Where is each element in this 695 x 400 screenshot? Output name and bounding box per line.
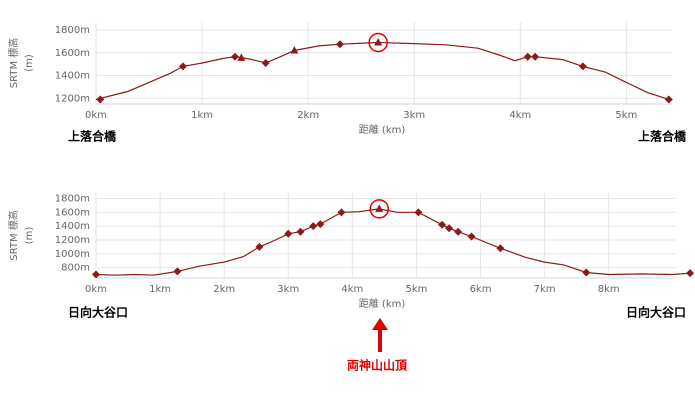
x-tick-label: 0km (85, 110, 107, 121)
y-tick-label: 1600m (55, 207, 90, 218)
x-tick-label: 6km (470, 284, 492, 295)
y-axis-title: SRTM 標高 (7, 210, 20, 260)
waypoint-marker (496, 244, 505, 253)
x-tick-label: 1km (191, 110, 213, 121)
place-label: 両神山山頂 (347, 358, 408, 373)
waypoint-marker (284, 229, 293, 238)
waypoint-marker (686, 269, 695, 278)
x-tick-label: 4km (509, 110, 531, 121)
waypoint-marker (178, 62, 187, 71)
waypoint-marker (467, 232, 476, 241)
x-tick-label: 7km (534, 284, 556, 295)
x-tick-label: 0km (85, 284, 107, 295)
waypoint-marker (374, 38, 383, 46)
waypoint-marker (261, 59, 270, 67)
x-axis-title: 距離 (km) (359, 123, 406, 136)
x-tick-label: 2km (213, 284, 235, 295)
waypoint-marker (290, 45, 299, 54)
place-label: 日向大谷口 (626, 305, 686, 320)
y-tick-label: 1400m (55, 221, 90, 232)
y-tick-label: 1200m (55, 93, 90, 104)
waypoint-marker (237, 53, 246, 61)
y-tick-label: 1800m (55, 25, 90, 36)
waypoint-marker (316, 220, 325, 229)
y-tick-label: 800m (61, 263, 90, 274)
x-tick-label: 2km (297, 110, 319, 121)
y-axis-unit: (m) (24, 54, 35, 72)
y-tick-label: 1000m (55, 249, 90, 260)
waypoint-marker (414, 208, 423, 217)
waypoint-marker (335, 40, 344, 49)
x-tick-label: 1km (149, 284, 171, 295)
place-label: 上落合橋 (68, 129, 117, 144)
y-axis-title: SRTM 標高 (7, 38, 20, 88)
highlight-circle (369, 199, 390, 219)
waypoint-marker (454, 227, 463, 236)
waypoint-marker (531, 52, 540, 61)
waypoint-marker (523, 52, 532, 61)
y-tick-label: 1600m (55, 48, 90, 59)
waypoint-marker (438, 220, 447, 229)
x-tick-label: 3km (277, 284, 299, 295)
x-tick-label: 8km (598, 284, 620, 295)
waypoint-marker (445, 224, 454, 233)
waypoint-marker (296, 227, 305, 236)
waypoint-marker (309, 222, 318, 231)
y-tick-label: 1200m (55, 235, 90, 246)
y-tick-label: 1400m (55, 71, 90, 82)
waypoint-marker (255, 242, 264, 251)
waypoint-marker (173, 267, 182, 276)
waypoint-marker (582, 268, 591, 277)
y-tick-label: 1800m (55, 194, 90, 205)
waypoint-marker (230, 52, 239, 61)
x-tick-label: 5km (615, 110, 637, 121)
place-label: 日向大谷口 (68, 305, 128, 320)
waypoint-marker (375, 204, 384, 212)
waypoint-marker (92, 270, 100, 279)
x-tick-label: 4km (341, 284, 363, 295)
elevation-line (95, 41, 669, 100)
waypoint-marker (96, 95, 105, 104)
x-tick-label: 3km (403, 110, 425, 121)
waypoint-marker (664, 95, 673, 104)
x-axis-title: 距離 (km) (359, 297, 406, 310)
waypoint-marker (578, 62, 587, 71)
summit-arrow (372, 318, 388, 352)
elevation-line (95, 208, 691, 276)
waypoint-marker (337, 208, 346, 217)
x-tick-label: 5km (405, 284, 427, 295)
y-axis-unit: (m) (24, 227, 35, 245)
place-label: 上落合橋 (638, 129, 687, 144)
highlight-circle (368, 32, 388, 53)
